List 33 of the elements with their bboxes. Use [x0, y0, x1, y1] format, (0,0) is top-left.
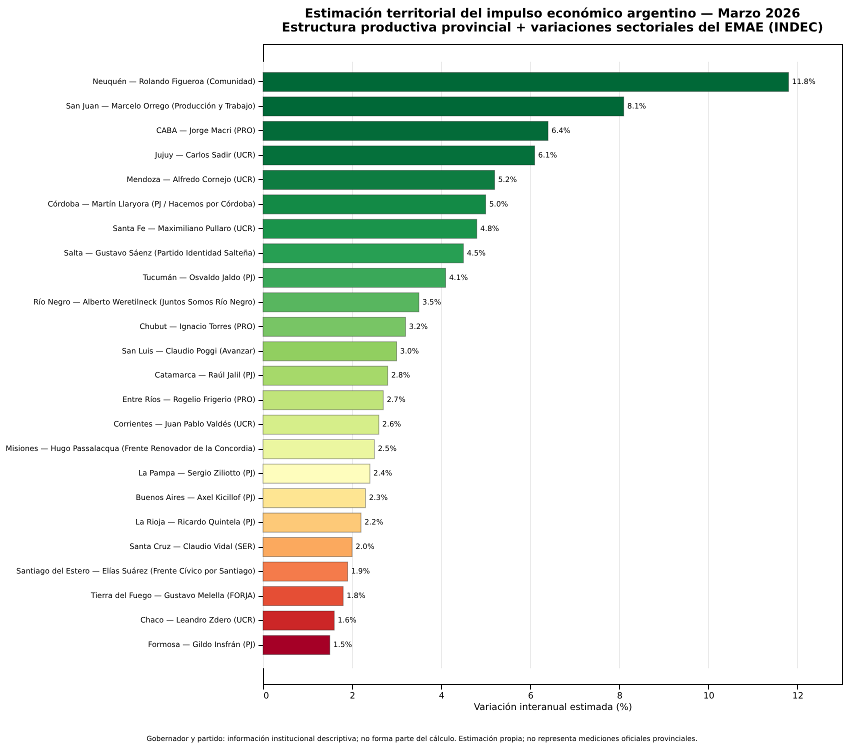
bar — [262, 194, 486, 214]
bar — [262, 635, 330, 655]
bar — [262, 72, 789, 92]
x-axis-title: Variación interanual estimada (%) — [474, 702, 632, 714]
bar — [262, 218, 478, 239]
bar — [262, 341, 398, 362]
bar — [262, 366, 388, 386]
bar — [262, 414, 380, 435]
bar — [262, 390, 384, 410]
bar — [262, 121, 548, 141]
chart-title: Estimación territorial del impulso económico argentino — Marzo 2026 Estructura productiva provincial + variaciones sectoriales del EMAE (INDEC) — [282, 5, 824, 34]
bar — [262, 512, 362, 533]
bar — [262, 243, 464, 264]
bar — [262, 145, 536, 166]
x-tick-label: 0 — [264, 692, 270, 702]
bar — [262, 488, 366, 508]
bar — [262, 292, 420, 312]
x-tick-label: 4 — [438, 692, 445, 702]
bar — [262, 170, 495, 190]
bar — [262, 562, 348, 582]
x-tick-label: 8 — [617, 692, 623, 702]
x-tick-label: 2 — [350, 692, 356, 702]
bar — [262, 96, 624, 116]
x-tick-label: 10 — [703, 692, 714, 702]
x-tick-label: 6 — [528, 692, 534, 702]
bar — [262, 316, 406, 337]
bar — [262, 439, 375, 460]
bar — [262, 586, 344, 606]
bar — [262, 464, 370, 484]
bar — [262, 268, 446, 288]
x-tick-label: 12 — [792, 692, 804, 702]
bar — [262, 610, 335, 630]
bar — [262, 537, 352, 558]
